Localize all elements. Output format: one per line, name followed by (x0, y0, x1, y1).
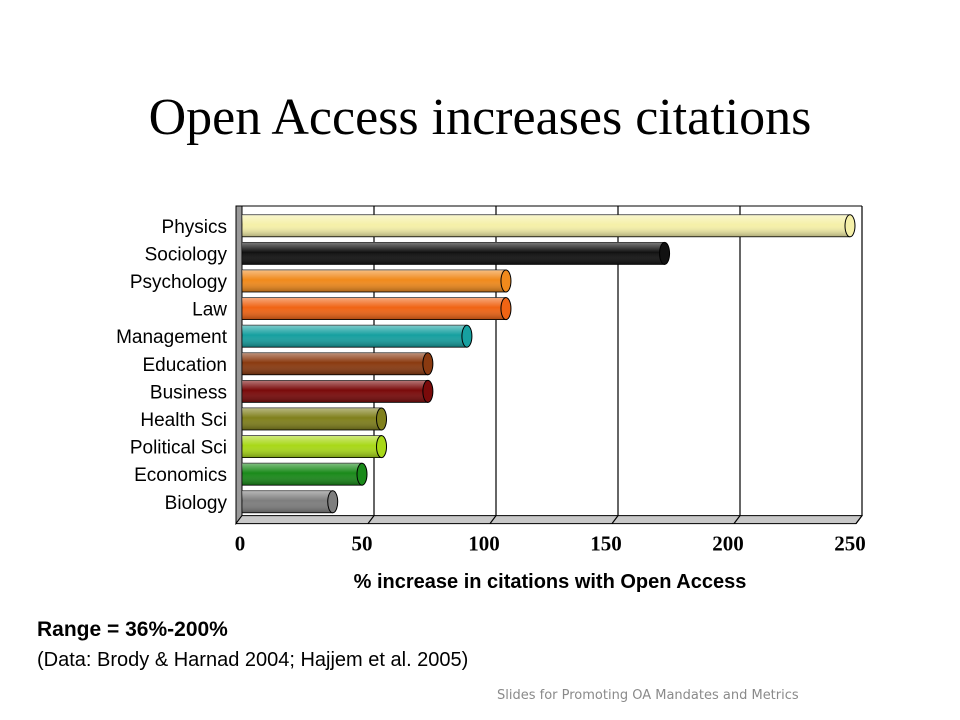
gridline-floor (611, 515, 619, 524)
bar-shading (242, 242, 665, 265)
bar-cap (500, 269, 512, 293)
slide-title: Open Access increases citations (148, 89, 812, 146)
category-label: Business (150, 382, 227, 403)
bar-chart: Physics Sociology Psychology Law Management E… (116, 205, 866, 593)
gridline-floor (489, 515, 497, 524)
left-wall (235, 205, 243, 526)
x-tick-label: 250 (834, 532, 866, 556)
bar (241, 297, 512, 321)
bar-shading (242, 325, 467, 348)
category-label: Sociology (145, 244, 228, 265)
bar (241, 379, 434, 403)
bar-cap (422, 379, 434, 403)
bar (241, 352, 434, 376)
category-label: Management (116, 327, 228, 348)
gridline-floor (367, 515, 375, 524)
category-label: Economics (134, 465, 227, 486)
bar-cap (327, 490, 339, 514)
bar (241, 490, 339, 514)
floor (235, 515, 863, 525)
bar-shading (242, 380, 428, 403)
bar-shading (242, 270, 506, 292)
bar (241, 435, 388, 459)
x-tick-label: 100 (468, 532, 500, 556)
category-label: Education (142, 355, 227, 376)
x-tick-label: 50 (352, 532, 373, 556)
bar-shading (242, 490, 333, 513)
x-tick-label: 0 (235, 532, 246, 556)
bar (241, 214, 856, 238)
x-tick-labels: 0 50 100 150 200 250 (235, 532, 866, 556)
bars (241, 214, 856, 514)
bar (241, 269, 512, 293)
bar-shading (242, 463, 362, 486)
range-text: Range = 36%-200% (37, 618, 228, 641)
bar-shading (242, 297, 506, 320)
category-label: Health Sci (140, 410, 227, 431)
gridline-floor (855, 515, 863, 524)
bar (241, 462, 368, 486)
category-label: Political Sci (130, 438, 227, 459)
bar-shading (242, 408, 382, 430)
bar-shading (242, 435, 382, 458)
x-tick-label: 200 (712, 532, 744, 556)
bar-cap (659, 241, 671, 265)
category-label: Biology (165, 493, 228, 514)
category-label: Physics (162, 217, 227, 238)
slide-footer: Slides for Promoting OA Mandates and Met… (497, 688, 799, 703)
bar-cap (356, 462, 368, 486)
bar-cap (376, 407, 388, 431)
data-source-note: (Data: Brody & Harnad 2004; Hajjem et al… (37, 649, 469, 671)
category-label: Law (192, 300, 227, 321)
bar-shading (242, 214, 850, 237)
bar-shading (242, 352, 428, 375)
bar-cap (422, 352, 434, 376)
category-labels: Physics Sociology Psychology Law Management E… (116, 217, 228, 514)
bar-cap (461, 324, 473, 348)
bar-cap (376, 435, 388, 459)
gridline-floor (733, 515, 741, 524)
bar-cap (500, 297, 512, 321)
bar (241, 324, 473, 348)
x-tick-label: 150 (590, 532, 622, 556)
bar (241, 241, 671, 265)
bar (241, 407, 388, 431)
x-axis-label: % increase in citations with Open Access (354, 571, 747, 593)
category-label: Psychology (130, 272, 228, 293)
bar-cap (844, 214, 856, 238)
